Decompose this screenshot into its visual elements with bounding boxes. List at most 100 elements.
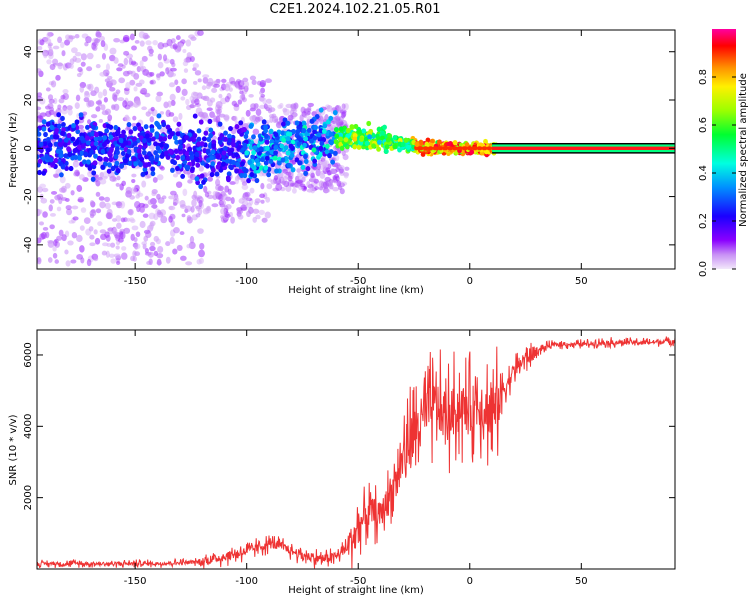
heatmap-cell (272, 155, 278, 161)
heatmap-cell (432, 146, 439, 151)
heatmap-cell (156, 113, 162, 119)
heatmap-cell (155, 145, 161, 151)
heatmap-cell (45, 155, 51, 161)
heatmap-cell (98, 196, 105, 201)
heatmap-cell (364, 140, 370, 146)
heatmap-cell (167, 100, 172, 108)
heatmap-cell (68, 165, 74, 172)
heatmap-cell (135, 231, 141, 238)
heatmap-cell (99, 229, 107, 234)
heatmap-cell (98, 131, 104, 137)
heatmap-cell (341, 103, 346, 110)
heatmap-cell (168, 205, 174, 210)
heatmap-cell (50, 80, 57, 88)
heatmap-cell (280, 130, 286, 136)
heatmap-cell (367, 130, 373, 136)
heatmap-cell (227, 150, 233, 157)
heatmap-cell (218, 185, 224, 192)
heatmap-cell (262, 218, 267, 223)
heatmap-cell (261, 172, 267, 177)
heatmap-cell (210, 167, 216, 173)
heatmap-cell (53, 134, 59, 140)
heatmap-cell (326, 105, 333, 112)
heatmap-cell (73, 154, 79, 160)
heatmap-cell (166, 38, 173, 47)
heatmap-cell (37, 106, 42, 111)
heatmap-cell (221, 150, 227, 156)
heatmap-cell (39, 112, 47, 117)
heatmap-cell (53, 239, 58, 247)
heatmap-cell (361, 128, 367, 134)
heatmap-cell (90, 141, 96, 147)
heatmap-cell (227, 133, 232, 139)
heatmap-cell (385, 137, 391, 143)
heatmap-cell (149, 156, 155, 162)
heatmap-cell (251, 149, 257, 156)
heatmap-cell (206, 99, 213, 107)
heatmap-cell (83, 217, 91, 224)
spectrogram-x-tick-label: 0 (467, 276, 473, 287)
heatmap-cell (102, 135, 108, 141)
heatmap-cell (99, 35, 105, 42)
heatmap-cell (83, 151, 89, 157)
heatmap-cell (228, 125, 233, 132)
heatmap-cell (199, 242, 205, 250)
heatmap-cell (208, 132, 214, 139)
heatmap-cell (259, 193, 266, 199)
heatmap-cell (37, 154, 40, 160)
heatmap-cell (226, 137, 232, 143)
heatmap-cell (295, 179, 303, 184)
heatmap-cell (68, 35, 76, 40)
heatmap-cell (39, 183, 47, 189)
heatmap-cell (427, 146, 434, 151)
heatmap-cell (101, 52, 107, 60)
heatmap-cell (88, 226, 94, 232)
heatmap-cell (203, 130, 209, 136)
heatmap-cell (142, 137, 147, 144)
heatmap-cell (247, 159, 253, 165)
heatmap-cell (345, 128, 351, 134)
heatmap-cell (162, 54, 168, 62)
heatmap-cell (252, 145, 258, 151)
heatmap-cell (131, 225, 139, 231)
heatmap-cell (302, 112, 308, 119)
heatmap-cell (42, 141, 48, 147)
heatmap-cell (194, 70, 202, 76)
heatmap-cell (133, 243, 141, 250)
heatmap-cell (229, 181, 236, 185)
heatmap-cell (271, 113, 277, 119)
heatmap-cell (299, 183, 306, 188)
heatmap-cell (86, 100, 92, 108)
heatmap-cell (121, 246, 127, 251)
heatmap-cell (324, 188, 331, 193)
heatmap-cell (169, 213, 176, 220)
heatmap-cell (376, 146, 381, 152)
heatmap-cell (231, 142, 236, 148)
heatmap-cell (192, 133, 198, 139)
heatmap-cell (336, 180, 342, 187)
heatmap-cell (107, 150, 113, 156)
spectrogram-panel: -150 -100 -50 0 50 -40 -20 0 20 40 Height of stra… (8, 29, 676, 296)
heatmap-cell (139, 156, 145, 162)
heatmap-cell (195, 213, 201, 218)
spectrogram-x-tick-label: 50 (575, 276, 588, 287)
heatmap-cell (289, 152, 295, 158)
heatmap-cell (76, 144, 82, 150)
heatmap-cell (37, 111, 41, 117)
heatmap-cell (148, 53, 154, 57)
heatmap-cell (137, 126, 143, 132)
heatmap-cell (75, 94, 81, 102)
heatmap-cell (45, 147, 51, 153)
heatmap-cell (187, 179, 193, 184)
heatmap-cell (152, 177, 158, 183)
heatmap-cell (353, 123, 359, 130)
heatmap-cell (205, 84, 211, 90)
heatmap-cell (66, 208, 73, 216)
heatmap-cell (184, 135, 189, 141)
heatmap-cell (297, 172, 303, 178)
heatmap-cell (98, 156, 103, 162)
heatmap-cell (86, 159, 91, 165)
snr-x-tick-label: -100 (235, 576, 258, 587)
heatmap-cell (273, 131, 279, 138)
heatmap-cell (255, 214, 261, 220)
